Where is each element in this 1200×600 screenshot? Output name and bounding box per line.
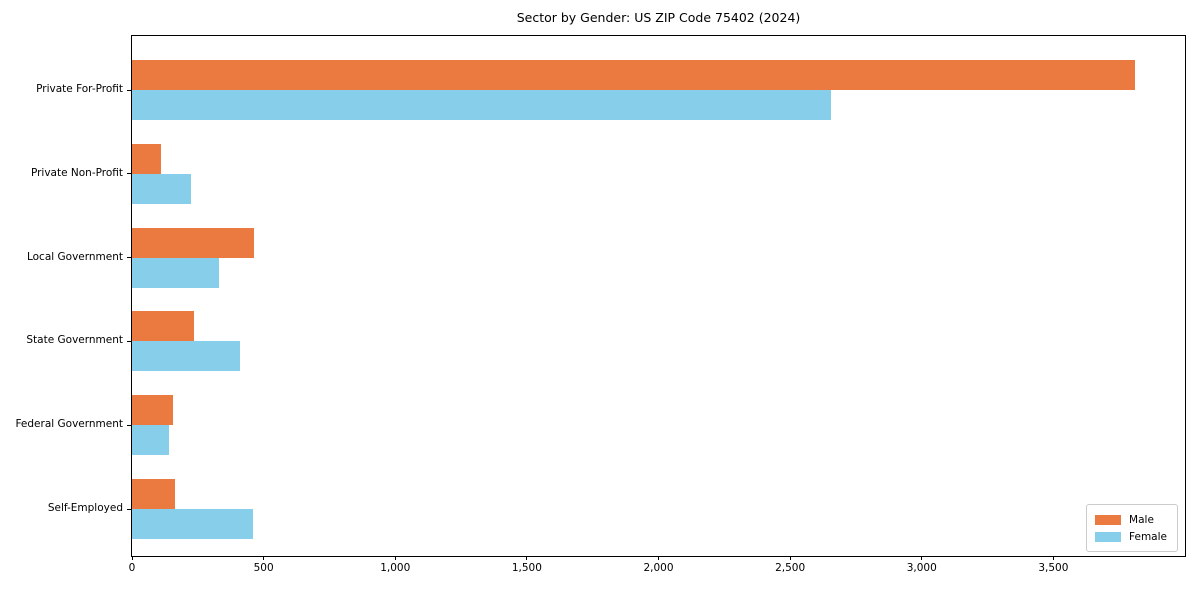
- bar-male-state-government: [132, 311, 194, 342]
- x-tick-mark: [1052, 556, 1054, 560]
- x-tick-mark: [921, 556, 923, 560]
- bar-male-private-for-profit: [132, 60, 1135, 90]
- x-tick-label-1-000: 1,000: [380, 562, 411, 574]
- chart-title: Sector by Gender: US ZIP Code 75402 (202…: [516, 10, 801, 25]
- x-tick-mark: [394, 556, 396, 560]
- x-tick-mark: [131, 556, 133, 560]
- y-tick-mark: [127, 424, 131, 426]
- y-tick-label-self-employed: Self-Employed: [47, 502, 123, 514]
- legend-label-male: Male: [1129, 513, 1154, 526]
- legend-swatch-female: [1095, 531, 1122, 542]
- legend-label-female: Female: [1129, 530, 1167, 543]
- bar-female-federal-government: [132, 425, 169, 456]
- y-tick-label-federal-government: Federal Government: [15, 418, 123, 431]
- bar-female-self-employed: [132, 509, 254, 539]
- y-tick-label-private-non-profit: Private Non-Profit: [30, 166, 123, 179]
- x-tick-label-1-500: 1,500: [511, 562, 542, 574]
- x-tick-label-2-500: 2,500: [775, 562, 806, 574]
- y-tick-mark: [127, 89, 131, 91]
- y-tick-mark: [127, 173, 131, 175]
- bar-female-private-for-profit: [132, 90, 831, 120]
- legend: Male Female: [1086, 504, 1178, 552]
- y-tick-mark: [127, 340, 131, 342]
- x-tick-label-0: 0: [128, 562, 136, 574]
- x-tick-mark: [658, 556, 659, 560]
- x-tick-mark: [526, 556, 528, 560]
- legend-swatch-male: [1095, 514, 1122, 525]
- bar-male-private-non-profit: [132, 143, 161, 174]
- bar-male-federal-government: [132, 395, 173, 426]
- x-tick-mark: [789, 556, 791, 560]
- bar-female-state-government: [132, 341, 240, 372]
- bar-male-local-government: [132, 227, 255, 258]
- x-tick-label-500: 500: [253, 562, 274, 574]
- y-tick-mark: [127, 257, 131, 259]
- y-tick-mark: [127, 508, 131, 510]
- x-tick-label-3-500: 3,500: [1038, 562, 1069, 574]
- legend-item-male: Male: [1095, 511, 1167, 528]
- x-tick-label-3-000: 3,000: [906, 562, 937, 574]
- bar-male-self-employed: [132, 479, 176, 509]
- plot-area: 0 500 1,000 1,500 2,000 2,500 3,000 3,500 Male Fe…: [127, 35, 1186, 574]
- y-tick-label-private-for-profit: Private For-Profit: [36, 83, 123, 95]
- x-tick-mark: [263, 556, 265, 560]
- bar-female-local-government: [132, 257, 219, 288]
- y-tick-label-local-government: Local Government: [26, 250, 123, 263]
- x-tick-label-2-000: 2,000: [643, 562, 674, 574]
- bar-female-private-non-profit: [132, 173, 192, 204]
- y-tick-label-state-government: State Government: [26, 334, 123, 347]
- legend-item-female: Female: [1095, 528, 1167, 545]
